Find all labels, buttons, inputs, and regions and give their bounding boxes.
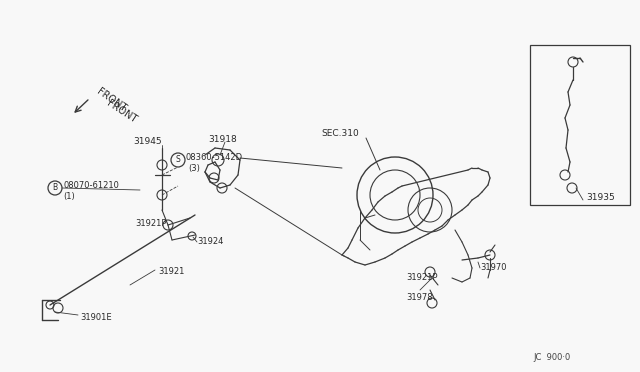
Text: 31978: 31978	[406, 294, 433, 302]
Text: 31918: 31918	[209, 135, 237, 144]
Text: 08070-61210: 08070-61210	[63, 180, 119, 189]
Text: 31921P: 31921P	[406, 273, 438, 282]
Text: 31945: 31945	[134, 138, 163, 147]
Text: 31924: 31924	[197, 237, 223, 246]
Text: FRONT: FRONT	[95, 87, 128, 114]
Text: FRONT: FRONT	[105, 98, 139, 124]
Text: 31901E: 31901E	[80, 312, 111, 321]
Text: B: B	[52, 183, 58, 192]
Text: 31921P: 31921P	[135, 219, 166, 228]
Text: 31935: 31935	[586, 193, 615, 202]
Text: 08360-5142D: 08360-5142D	[186, 153, 243, 161]
Bar	[530, 45, 630, 205]
Text: S: S	[175, 155, 180, 164]
Text: (3): (3)	[188, 164, 200, 173]
Text: JC  900·0: JC 900·0	[533, 353, 570, 362]
Text: (1): (1)	[63, 192, 75, 201]
Text: 31970: 31970	[480, 263, 506, 272]
Text: 31921: 31921	[158, 267, 184, 276]
Text: SEC.310: SEC.310	[321, 128, 359, 138]
